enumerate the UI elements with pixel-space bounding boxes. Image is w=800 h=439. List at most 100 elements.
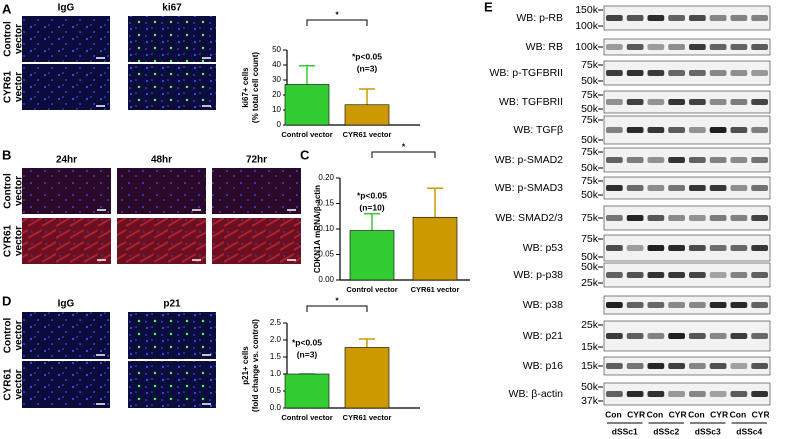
- y-tick-label: 50: [272, 45, 281, 54]
- blot-band: [626, 44, 644, 50]
- micrograph: [128, 16, 216, 62]
- y-tick-label: 40: [272, 60, 281, 69]
- blot-label: WB: p38: [523, 299, 563, 311]
- blot-band: [709, 215, 727, 221]
- bar: [412, 216, 458, 281]
- blot-band: [606, 302, 623, 308]
- blot-band: [647, 157, 665, 163]
- blot-band: [751, 215, 768, 221]
- row-label: vector: [14, 72, 25, 102]
- micrograph: [128, 312, 216, 359]
- bar: [284, 84, 330, 126]
- significance-label: *: [335, 9, 339, 19]
- blot-band: [709, 15, 727, 21]
- ladder-label: 50k: [581, 162, 599, 174]
- blot-band: [668, 127, 685, 133]
- column-header: p21: [163, 299, 181, 310]
- blot-band: [647, 15, 665, 21]
- y-axis-label: (% total cell count): [251, 52, 260, 123]
- blot-strip: [603, 90, 771, 114]
- blot-band: [709, 99, 727, 105]
- blot-band: [606, 245, 623, 251]
- ladder-label: 50k: [581, 134, 599, 146]
- ladder-label: 75k: [581, 212, 599, 224]
- blot-band: [730, 272, 748, 278]
- blot-band: [647, 333, 665, 339]
- blot-band: [647, 99, 665, 105]
- significance-bracket: [306, 305, 368, 312]
- y-axis-label: p21+ cells: [241, 346, 250, 385]
- blot-band: [668, 70, 685, 76]
- blot-band: [751, 44, 768, 50]
- blot-band: [689, 15, 706, 21]
- significance-label: *: [335, 295, 339, 305]
- ladder-label: 50k: [581, 189, 599, 201]
- annotation: (n=3): [297, 349, 318, 359]
- y-tick-label: 20: [272, 90, 281, 99]
- micrograph: [128, 64, 216, 110]
- blot-band: [606, 391, 623, 397]
- blot-band: [730, 15, 748, 21]
- blot-band: [689, 272, 706, 278]
- y-tick-label: 0.00: [318, 275, 334, 284]
- micrograph: [22, 64, 110, 110]
- column-header: 24hr: [56, 155, 77, 166]
- blot-band: [730, 185, 748, 191]
- panel-label: B: [2, 147, 11, 162]
- blot-label: WB: TGFBRII: [499, 96, 563, 108]
- blot-band: [606, 44, 623, 50]
- blot-band: [709, 157, 727, 163]
- blot-label: WB: TGFβ: [513, 124, 563, 136]
- blot-band: [730, 333, 748, 339]
- y-axis-label: CDKN1A mRNA/β-actin: [313, 185, 322, 273]
- blot-band: [730, 363, 748, 369]
- ladder-label: 50k: [581, 75, 599, 87]
- blot-band: [647, 245, 665, 251]
- blot-band: [689, 185, 706, 191]
- blot-band: [668, 15, 685, 21]
- lane-label: CYR: [627, 409, 645, 419]
- blot-band: [751, 185, 768, 191]
- blot-band: [606, 333, 623, 339]
- blot-band: [730, 245, 748, 251]
- blot-label: WB: p-SMAD2: [495, 154, 563, 166]
- blot-band: [751, 15, 768, 21]
- blot-band: [647, 302, 665, 308]
- blot-band: [626, 15, 644, 21]
- ladder-label: 50k: [581, 381, 599, 393]
- row-label: CYR61: [3, 368, 14, 401]
- blot-band: [606, 363, 623, 369]
- x-tick-label: Control vector: [281, 413, 332, 422]
- blot-band: [668, 333, 685, 339]
- annotation: *p<0.05: [352, 51, 382, 61]
- blot-band: [689, 363, 706, 369]
- y-tick-label: 1.0: [270, 369, 282, 378]
- bar: [284, 373, 330, 409]
- blot-band: [606, 99, 623, 105]
- ladder-label: 15k: [581, 341, 599, 353]
- lane-label: Con: [730, 409, 747, 419]
- micrograph: [212, 168, 301, 214]
- blot-strip: [603, 295, 771, 315]
- ladder-label: 25k: [581, 277, 599, 289]
- blot-band: [751, 302, 768, 308]
- micrograph: [22, 16, 110, 62]
- ladder-label: 75k: [581, 175, 599, 187]
- ladder-label: 50k: [581, 251, 599, 263]
- column-header: ki67: [162, 3, 182, 14]
- micrograph: [128, 361, 216, 408]
- ladder-label: 150k: [575, 4, 599, 16]
- blot-band: [709, 44, 727, 50]
- blot-band: [606, 272, 623, 278]
- x-tick-label: CYR61 vector: [343, 413, 392, 422]
- micrograph: [22, 168, 111, 214]
- blot-strip: [603, 382, 771, 406]
- significance-bracket: [306, 19, 368, 26]
- blot-band: [689, 127, 706, 133]
- lane-label: CYR: [710, 409, 728, 419]
- y-tick-label: 2.5: [270, 318, 282, 327]
- ladder-label: 75k: [581, 59, 599, 71]
- blot-label: WB: p16: [523, 360, 563, 372]
- significance-bracket: [371, 151, 436, 158]
- y-axis-label: (fold change vs. control): [251, 319, 260, 412]
